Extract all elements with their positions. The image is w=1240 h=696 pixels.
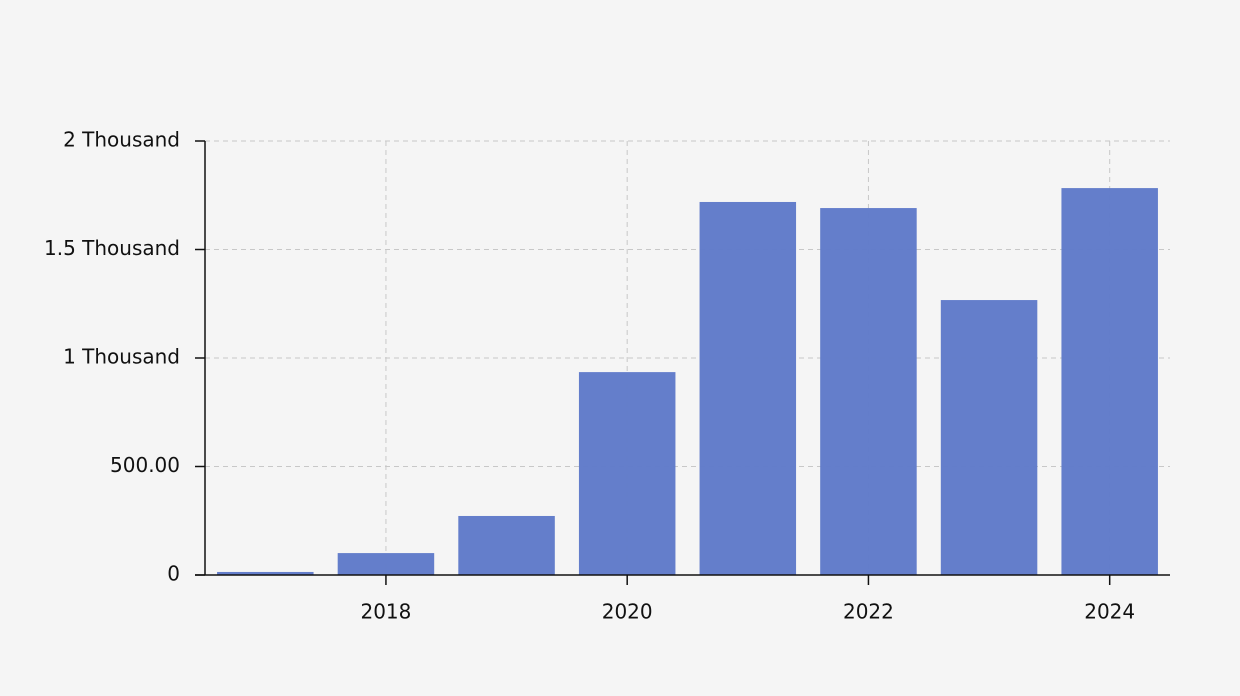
bar bbox=[217, 571, 314, 575]
bar bbox=[699, 201, 797, 576]
y-tick-label: 2 Thousand bbox=[63, 128, 180, 152]
bar bbox=[1061, 188, 1158, 576]
bar bbox=[458, 515, 555, 575]
x-tick-label: 2020 bbox=[602, 600, 653, 624]
y-tick-label: 1.5 Thousand bbox=[44, 236, 180, 260]
bar bbox=[337, 553, 435, 575]
x-tick-label: 2018 bbox=[360, 600, 411, 624]
y-tick-label: 1 Thousand bbox=[63, 345, 180, 369]
bar bbox=[820, 208, 917, 576]
x-tick-label: 2022 bbox=[843, 600, 894, 624]
bar bbox=[940, 300, 1038, 575]
bar bbox=[578, 372, 676, 575]
x-tick-label: 2024 bbox=[1084, 600, 1135, 624]
y-tick-label: 500.00 bbox=[110, 453, 180, 477]
y-tick-label: 0 bbox=[167, 562, 180, 586]
